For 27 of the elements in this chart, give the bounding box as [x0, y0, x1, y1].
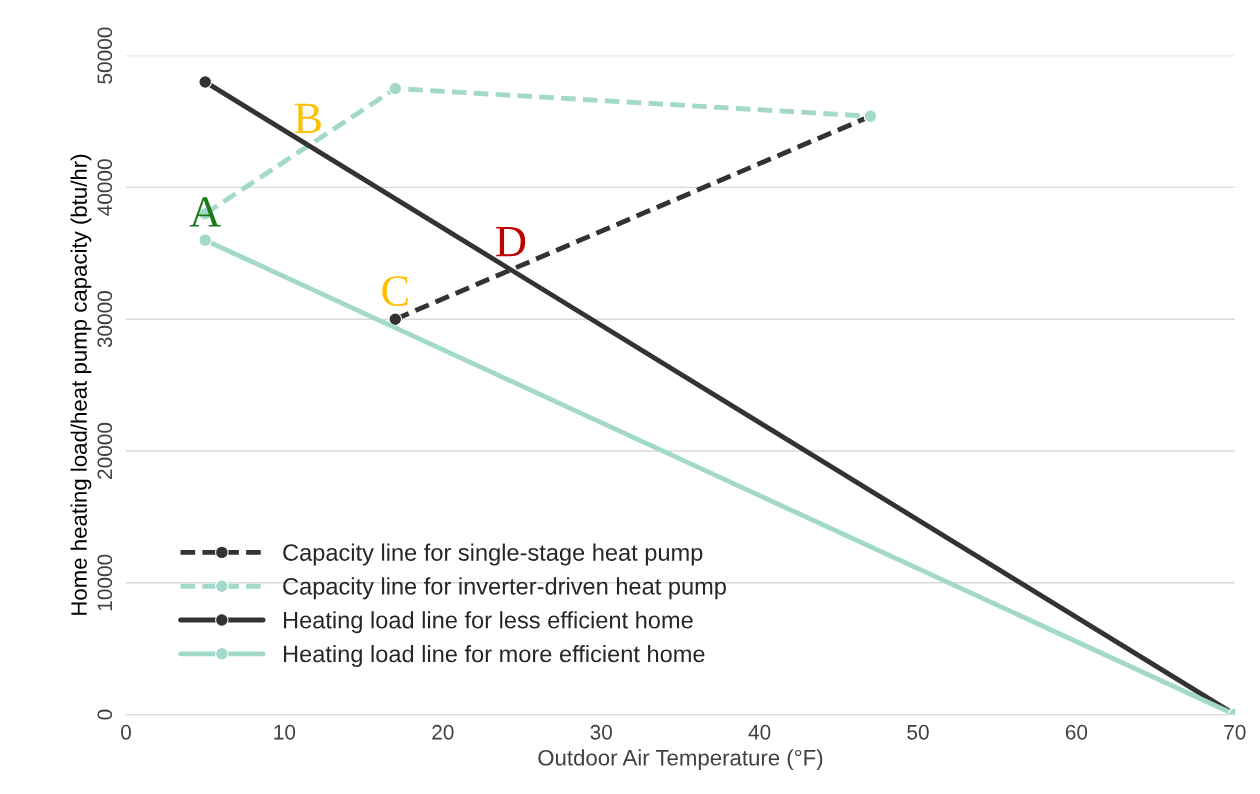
x-tick-label: 10: [274, 724, 296, 740]
y-tick-label: 20000: [97, 422, 113, 479]
annotation: D: [496, 227, 526, 257]
point: [388, 81, 403, 96]
x-tick-label: 30: [590, 724, 612, 740]
point: [388, 312, 403, 326]
x-tick-label: 70: [1224, 724, 1246, 740]
annotation: B: [294, 103, 321, 134]
legend-label: Capacity line for single-stage heat pump: [283, 543, 703, 566]
annotation: C: [382, 276, 408, 306]
y-tick-label: 50000: [97, 27, 113, 84]
legend-label: Heating load line for less efficient home: [283, 611, 693, 634]
y-tick-label: 30000: [97, 291, 113, 348]
x-axis-title: Outdoor Air Temperature (°F): [538, 749, 823, 771]
x-tick-label: 0: [121, 724, 131, 740]
y-axis-title: Home heating load/heat pump capacity (btu/hr): [70, 154, 92, 615]
annotation: A: [189, 197, 221, 227]
x-tick-label: 40: [748, 724, 771, 740]
x-tick-label: 50: [907, 724, 929, 740]
x-tick-label: 60: [1065, 724, 1088, 740]
legend-label: Capacity line for inverter-driven heat pump: [283, 577, 726, 600]
y-tick-label: 0: [97, 709, 113, 720]
y-tick-label: 40000: [97, 159, 113, 216]
x-tick-label: 20: [432, 724, 454, 740]
legend-label: Heating load line for more efficient home: [283, 644, 705, 667]
point: [198, 75, 212, 89]
y-tick-label: 10000: [97, 554, 113, 611]
